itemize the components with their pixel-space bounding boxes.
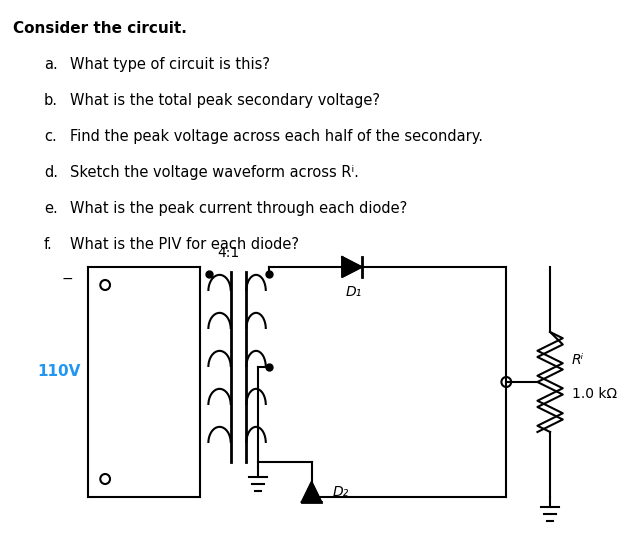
Text: a.: a.: [44, 57, 57, 72]
Text: b.: b.: [44, 93, 58, 108]
Text: 1.0 kΩ: 1.0 kΩ: [572, 387, 617, 401]
Text: What is the PIV for each diode?: What is the PIV for each diode?: [70, 237, 299, 252]
Text: D₁: D₁: [346, 285, 362, 299]
Text: 4:1: 4:1: [218, 246, 240, 260]
Text: c.: c.: [44, 129, 57, 144]
Text: f.: f.: [44, 237, 52, 252]
Text: −: −: [61, 272, 73, 286]
Text: D₂: D₂: [333, 485, 349, 499]
Text: Find the peak voltage across each half of the secondary.: Find the peak voltage across each half o…: [70, 129, 483, 144]
Polygon shape: [302, 482, 321, 502]
Text: Consider the circuit.: Consider the circuit.: [12, 21, 187, 36]
Polygon shape: [342, 257, 362, 277]
Text: Rⁱ: Rⁱ: [572, 353, 583, 367]
Text: d.: d.: [44, 165, 58, 180]
Text: What type of circuit is this?: What type of circuit is this?: [70, 57, 270, 72]
Text: Sketch the voltage waveform across Rⁱ.: Sketch the voltage waveform across Rⁱ.: [70, 165, 359, 180]
Text: e.: e.: [44, 201, 57, 216]
Text: What is the total peak secondary voltage?: What is the total peak secondary voltage…: [70, 93, 380, 108]
Text: 110V: 110V: [37, 364, 81, 379]
Text: What is the peak current through each diode?: What is the peak current through each di…: [70, 201, 407, 216]
